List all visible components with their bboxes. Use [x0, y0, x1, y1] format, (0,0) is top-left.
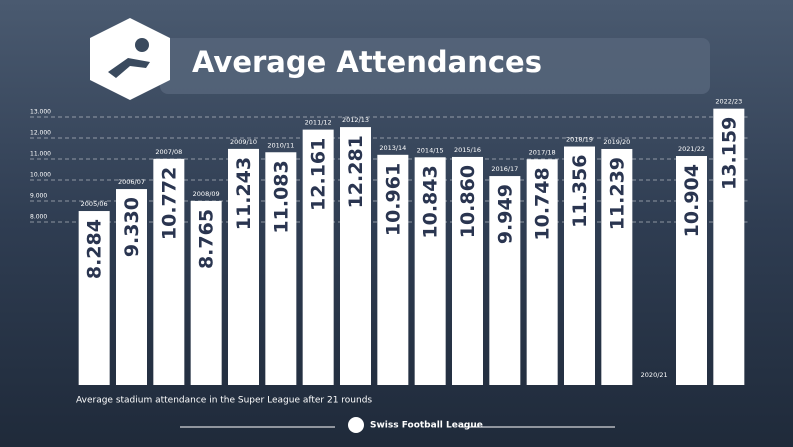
- y-tick-label: 11.000: [30, 151, 51, 158]
- bar: [676, 156, 707, 385]
- value-label: 11.083: [270, 160, 292, 233]
- value-label: 10.772: [158, 167, 180, 240]
- category-label: 2014/15: [417, 146, 444, 154]
- logo-ball: [135, 38, 149, 52]
- y-tick-label: 13.000: [30, 109, 51, 116]
- y-tick-label: 12.000: [30, 130, 51, 137]
- y-tick-label: 9.000: [30, 193, 47, 200]
- value-label: 13.159: [718, 117, 740, 190]
- logo-player: [108, 58, 150, 78]
- value-label: 11.239: [606, 157, 628, 230]
- value-label: 10.748: [532, 167, 554, 240]
- value-label: 8.284: [84, 219, 106, 279]
- category-label: 2013/14: [379, 144, 406, 152]
- chart-title: Average Attendances: [192, 45, 542, 79]
- bar: [228, 148, 259, 385]
- category-label: 2019/20: [603, 138, 630, 146]
- value-label: 10.904: [681, 164, 703, 237]
- bar: [116, 189, 147, 385]
- bar: [377, 154, 409, 385]
- value-label: 8.765: [196, 209, 218, 269]
- bar: [489, 176, 521, 385]
- category-label: 2017/18: [529, 148, 556, 156]
- bar: [153, 158, 185, 385]
- value-label: 10.843: [420, 165, 442, 238]
- bar: [414, 157, 446, 385]
- bar: [601, 148, 633, 385]
- category-label: 2018/19: [566, 136, 593, 144]
- y-tick-label: 10.000: [30, 172, 51, 179]
- bar: [340, 127, 371, 385]
- value-label: 11.356: [569, 155, 591, 228]
- value-label: 10.860: [457, 165, 479, 238]
- category-label: 2015/16: [454, 146, 481, 154]
- value-label: 9.949: [494, 184, 516, 244]
- bar: [302, 129, 334, 385]
- brand-logo: [348, 417, 364, 433]
- bar: [452, 156, 483, 385]
- value-label: 12.161: [308, 138, 330, 211]
- bar: [526, 159, 558, 385]
- category-label: 2016/17: [491, 165, 518, 173]
- category-label: 2012/13: [342, 116, 369, 124]
- category-label: 2009/10: [230, 138, 257, 146]
- category-label: 2007/08: [155, 148, 182, 156]
- title-banner: [160, 38, 710, 94]
- subtitle: Average stadium attendance in the Super …: [76, 396, 372, 406]
- category-label: 2021/22: [678, 145, 705, 153]
- category-label: 2005/06: [81, 200, 108, 208]
- bar: [265, 152, 297, 385]
- category-label: 2011/12: [305, 119, 332, 127]
- value-label: 11.243: [233, 157, 255, 230]
- bar: [78, 211, 110, 385]
- value-label: 10.961: [382, 163, 404, 236]
- category-label: 2022/23: [715, 98, 742, 106]
- bar: [190, 200, 222, 385]
- category-label: 2020/21: [641, 371, 668, 379]
- bar: [713, 108, 745, 385]
- brand: Swiss Football League: [370, 421, 483, 431]
- category-label: 2006/07: [118, 178, 145, 186]
- y-tick-label: 8.000: [30, 214, 47, 221]
- bar: [564, 146, 595, 385]
- value-label: 12.281: [345, 135, 367, 208]
- category-label: 2010/11: [267, 141, 294, 149]
- category-label: 2008/09: [193, 190, 220, 198]
- value-label: 9.330: [121, 197, 143, 257]
